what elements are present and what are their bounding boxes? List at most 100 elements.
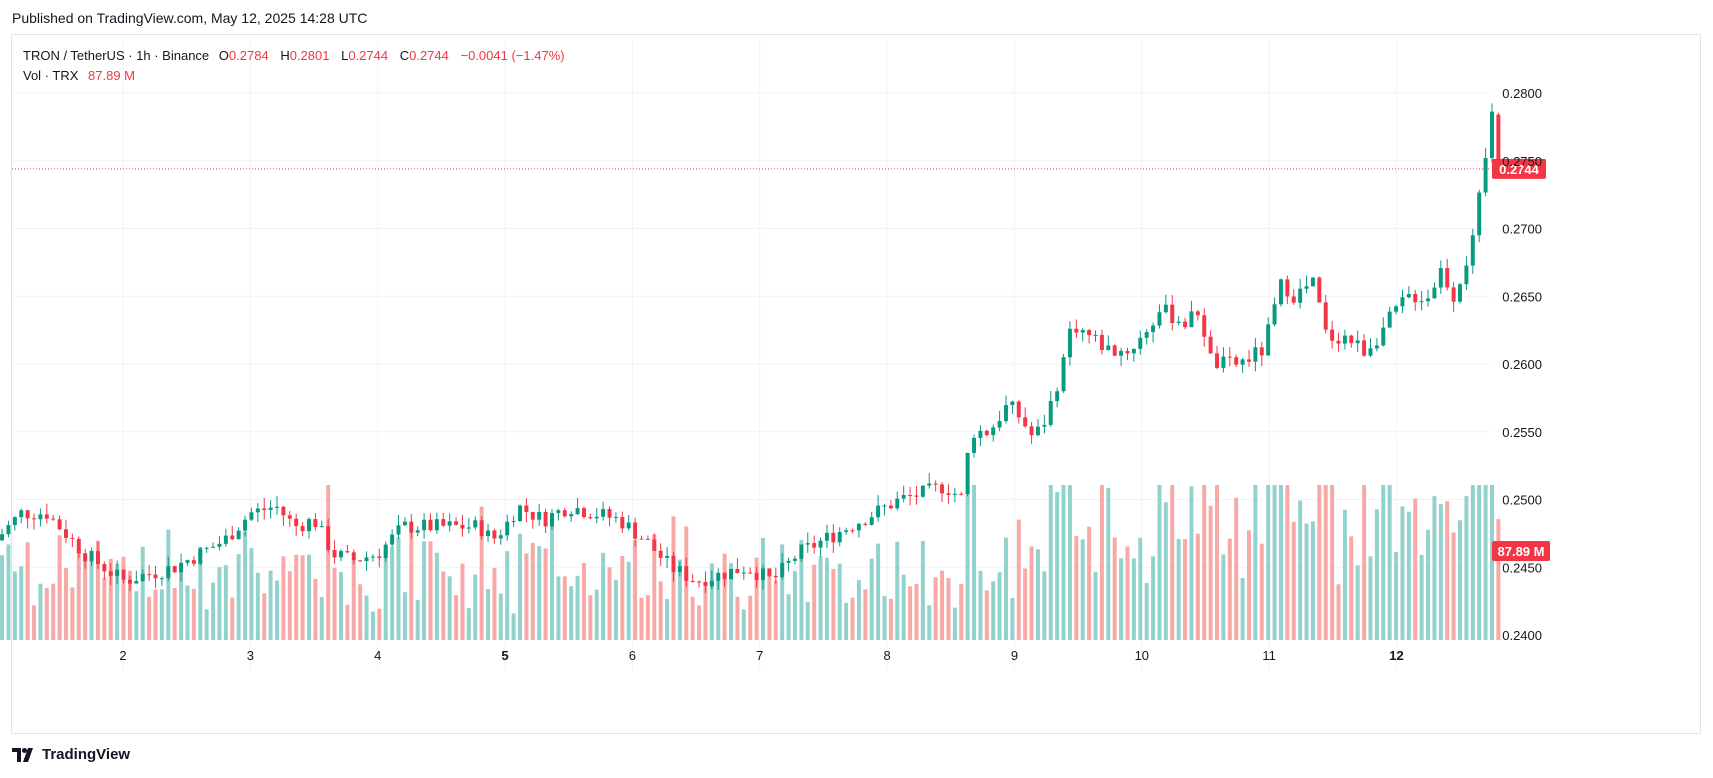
volume-bar bbox=[556, 576, 561, 640]
volume-bar bbox=[1240, 577, 1245, 640]
candle-body bbox=[1080, 330, 1085, 333]
candle-body bbox=[658, 550, 663, 558]
volume-bar bbox=[1490, 485, 1494, 640]
volume-bar bbox=[722, 553, 727, 640]
candle-body bbox=[888, 505, 893, 509]
candle-body bbox=[876, 505, 881, 518]
candle-body bbox=[1093, 334, 1098, 336]
volume-bar bbox=[1406, 511, 1411, 640]
candle-body bbox=[965, 452, 970, 495]
candle-body bbox=[882, 505, 887, 507]
y-tick-label: 0.2750 bbox=[1502, 154, 1542, 169]
candle-body bbox=[1355, 340, 1360, 344]
candle-body bbox=[428, 519, 433, 531]
volume-bar bbox=[76, 547, 81, 640]
chart-legend: TRON / TetherUS · 1h · Binance O0.2784 H… bbox=[23, 46, 565, 86]
volume-bar bbox=[140, 546, 145, 640]
candle-body bbox=[243, 519, 248, 531]
volume-bar bbox=[498, 593, 503, 640]
volume-bar bbox=[262, 593, 267, 640]
volume-bar bbox=[831, 568, 836, 640]
volume-label[interactable]: Vol · TRX bbox=[23, 68, 79, 83]
volume-bar bbox=[1304, 523, 1309, 640]
volume-bar bbox=[1016, 519, 1021, 640]
candle-body bbox=[287, 515, 292, 519]
volume-bar bbox=[1195, 533, 1200, 640]
volume-bar bbox=[735, 596, 740, 640]
low-value: 0.2744 bbox=[348, 48, 389, 63]
candle-body bbox=[946, 493, 951, 496]
candle-body bbox=[601, 509, 606, 517]
candle-body bbox=[198, 548, 203, 564]
candle-body bbox=[1170, 304, 1175, 323]
candle-body bbox=[1189, 311, 1194, 328]
candle-body bbox=[1119, 350, 1124, 356]
x-tick-label: 11 bbox=[1262, 648, 1276, 663]
candle-body bbox=[447, 521, 452, 526]
candle-body bbox=[1387, 311, 1392, 328]
volume-bar bbox=[159, 589, 164, 640]
tradingview-logo[interactable]: TradingView bbox=[12, 746, 130, 763]
volume-bar bbox=[1253, 485, 1258, 640]
volume-bar bbox=[38, 583, 43, 640]
volume-bar bbox=[1355, 565, 1360, 640]
candle-body bbox=[479, 520, 484, 537]
volume-bar bbox=[377, 608, 382, 640]
candle-body bbox=[19, 510, 24, 518]
symbol-label[interactable]: TRON / TetherUS · 1h · Binance bbox=[23, 48, 210, 63]
volume-bar bbox=[1464, 496, 1469, 640]
x-tick-label: 3 bbox=[247, 648, 254, 663]
volume-bar bbox=[1323, 485, 1328, 640]
candle-body bbox=[575, 508, 580, 515]
candle-body bbox=[1477, 192, 1482, 236]
candle-body bbox=[556, 510, 561, 514]
candle-body bbox=[211, 546, 216, 548]
volume-bar bbox=[51, 583, 56, 640]
candle-body bbox=[300, 526, 305, 532]
candle-body bbox=[1227, 356, 1232, 358]
volume-bar bbox=[19, 566, 24, 640]
candle-body bbox=[262, 508, 267, 511]
candle-body bbox=[1163, 304, 1168, 313]
last-price-line: 0.2744 87.89 M bbox=[12, 158, 1550, 561]
volume-bar bbox=[805, 602, 810, 640]
volume-bar bbox=[959, 583, 964, 640]
volume-bar bbox=[1374, 509, 1379, 640]
volume-bar bbox=[102, 577, 107, 640]
candle-body bbox=[1278, 279, 1283, 305]
volume-bar bbox=[268, 570, 273, 640]
candle-body bbox=[191, 560, 196, 564]
candle-body bbox=[1240, 359, 1245, 365]
volume-bar bbox=[594, 589, 599, 640]
candle-body bbox=[741, 572, 746, 574]
candle-body bbox=[562, 510, 567, 517]
volume-bar bbox=[901, 574, 906, 640]
volume-bar bbox=[697, 605, 702, 640]
volume-bar bbox=[287, 571, 292, 640]
candle-body bbox=[1310, 277, 1315, 287]
candle-body bbox=[837, 531, 842, 543]
candle-body bbox=[824, 532, 829, 541]
candle-body bbox=[1029, 426, 1034, 436]
candle-body bbox=[1074, 328, 1079, 333]
candle-body bbox=[166, 566, 171, 579]
candle-body bbox=[1131, 348, 1136, 354]
volume-bar bbox=[729, 563, 734, 640]
candle-body bbox=[159, 578, 164, 580]
candle-body bbox=[25, 510, 30, 519]
price-axis: 0.2800 0.2750 0.2700 0.2650 0.2600 0.2550 0.25… bbox=[1502, 86, 1542, 643]
volume-bar bbox=[1349, 536, 1354, 640]
volume-bar bbox=[1342, 509, 1347, 640]
volume-bar bbox=[12, 571, 17, 640]
volume-bar bbox=[741, 609, 746, 640]
candle-body bbox=[754, 572, 759, 581]
volume-bars bbox=[0, 485, 1501, 640]
volume-bar bbox=[1112, 537, 1117, 640]
x-tick-label: 10 bbox=[1135, 648, 1149, 663]
x-tick-label: 8 bbox=[883, 648, 890, 663]
volume-bar bbox=[115, 563, 120, 640]
candle-body bbox=[1483, 158, 1488, 193]
volume-bar bbox=[1202, 485, 1207, 640]
candle-body bbox=[549, 513, 554, 527]
